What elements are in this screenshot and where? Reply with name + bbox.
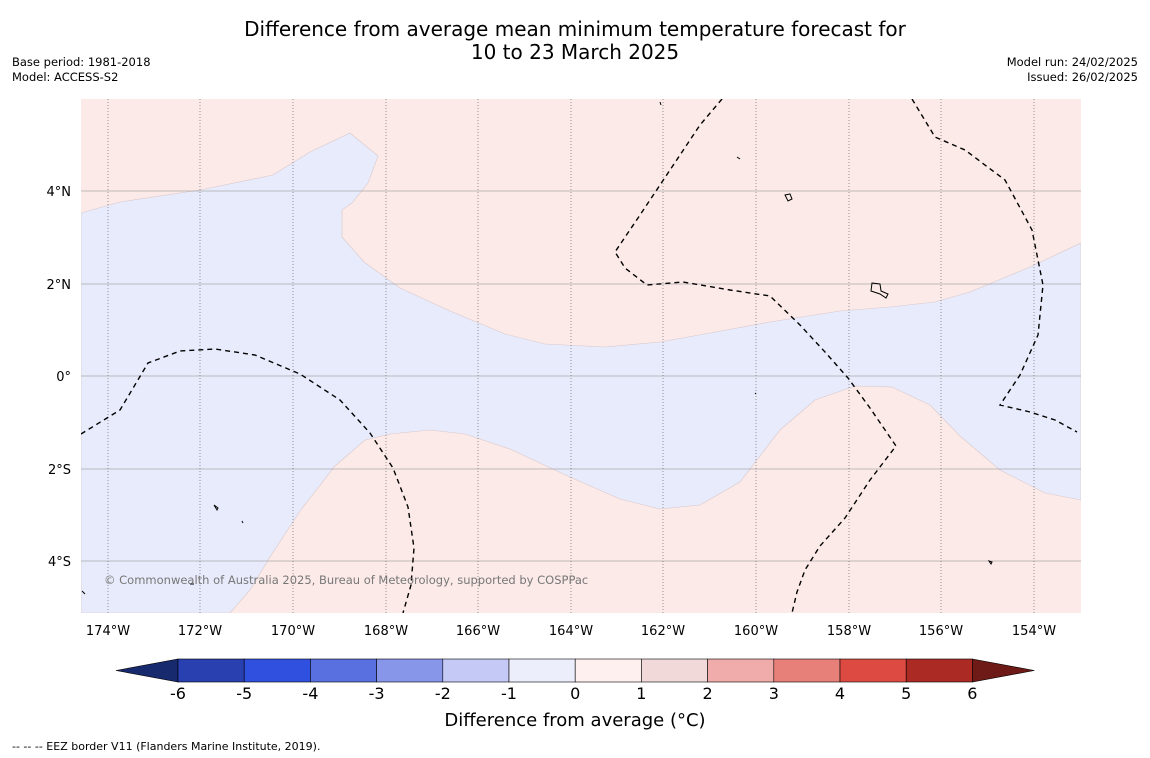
colorbar-segment [773, 658, 841, 683]
colorbar-tick-label: -3 [369, 684, 385, 703]
meta-left: Base period: 1981-2018 Model: ACCESS-S2 [12, 55, 151, 85]
colorbar-tick-label: -6 [170, 684, 186, 703]
lon-label: 156°W [919, 624, 963, 639]
lat-label: 2°N [47, 278, 72, 293]
colorbar-tick-label: 1 [636, 684, 646, 703]
lon-label: 174°W [86, 624, 130, 639]
colorbar-tick-label: 5 [901, 684, 911, 703]
colorbar-tick-label: 6 [967, 684, 977, 703]
colorbar-segment [707, 658, 775, 683]
lon-label: 158°W [827, 624, 871, 639]
colorbar-tick-label: -4 [302, 684, 318, 703]
lon-label: 166°W [456, 624, 500, 639]
colorbar-extend-high [972, 658, 1035, 683]
cool-anomaly-region [81, 132, 1081, 613]
model-name: Model: ACCESS-S2 [12, 70, 119, 84]
lat-label: 4°N [47, 185, 72, 200]
colorbar-tick-label: 0 [570, 684, 580, 703]
model-run: Model run: 24/02/2025 [1006, 55, 1138, 69]
lat-label: 0° [56, 370, 71, 385]
colorbar-extend-low [115, 658, 179, 683]
colorbar-segment [243, 658, 311, 683]
colorbar-label: Difference from average (°C) [444, 710, 706, 731]
colorbar-segment [839, 658, 907, 683]
meta-right: Model run: 24/02/2025 Issued: 26/02/2025 [1007, 55, 1138, 85]
title-line-1: Difference from average mean minimum tem… [244, 17, 906, 41]
colorbar-segment [905, 658, 973, 683]
lat-label: 4°S [48, 555, 71, 570]
graticule [81, 99, 1081, 613]
colorbar-segment [177, 658, 245, 683]
lon-labels: 174°W 172°W 170°W 168°W 166°W 164°W 162°… [86, 624, 1056, 639]
map-title: Difference from average mean minimum tem… [0, 18, 1150, 64]
colorbar-tick-label: -5 [236, 684, 252, 703]
base-period: Base period: 1981-2018 [12, 55, 151, 69]
lon-label: 154°W [1012, 624, 1056, 639]
colorbar-segment [376, 658, 444, 683]
colorbar-segment [641, 658, 708, 683]
lon-label: 168°W [364, 624, 408, 639]
lon-label: 172°W [178, 624, 222, 639]
colorbar-segment [310, 658, 377, 683]
colorbar-tick-label: 2 [703, 684, 713, 703]
colorbar-segment [574, 658, 642, 683]
lon-label: 160°W [734, 624, 778, 639]
lon-label: 164°W [549, 624, 593, 639]
lat-label: 2°S [48, 463, 71, 478]
title-line-2: 10 to 23 March 2025 [470, 40, 680, 64]
islands [81, 101, 993, 595]
eez-borders [81, 99, 1078, 613]
lon-label: 162°W [641, 624, 685, 639]
colorbar-tick-label: -2 [435, 684, 451, 703]
colorbar-tick-label: 4 [835, 684, 845, 703]
issued-date: Issued: 26/02/2025 [1027, 70, 1138, 84]
lon-label: 170°W [271, 624, 315, 639]
eez-note: -- -- -- EEZ border V11 (Flanders Marine… [12, 740, 321, 753]
colorbar-segment [508, 658, 576, 683]
colorbar-tick-label: -1 [501, 684, 517, 703]
colorbar-segment [442, 658, 510, 683]
colorbar: -6 -5 -4 -3 -2 -1 0 1 2 3 4 5 6 [115, 658, 1035, 703]
copyright-notice: © Commonwealth of Australia 2025, Bureau… [104, 573, 588, 587]
lat-labels: 4°N 2°N 0° 2°S 4°S [47, 185, 72, 570]
colorbar-tick-label: 3 [769, 684, 779, 703]
